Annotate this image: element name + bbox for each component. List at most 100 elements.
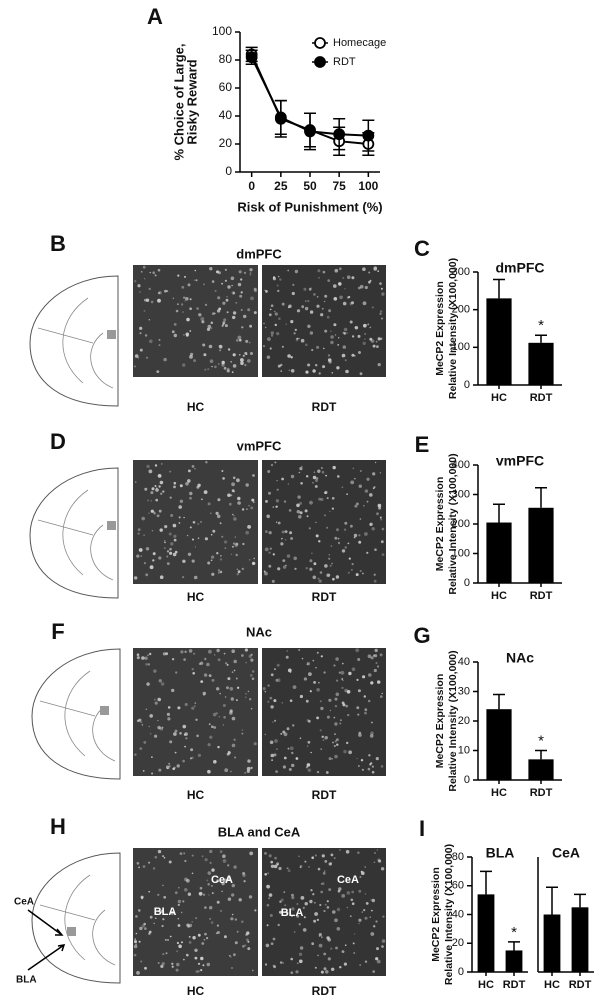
cell-speckle — [237, 501, 241, 505]
cell-speckle — [324, 564, 328, 568]
cell-speckle — [248, 341, 251, 344]
cell-speckle — [339, 295, 343, 300]
cell-speckle — [356, 678, 359, 682]
cell-speckle — [345, 704, 349, 708]
cell-speckle — [367, 323, 370, 326]
cell-speckle — [304, 306, 309, 311]
cell-speckle — [311, 856, 315, 859]
cell-speckle — [266, 924, 269, 927]
cell-speckle — [369, 763, 372, 766]
chart-title: NAc — [506, 650, 534, 666]
cell-speckle — [311, 552, 313, 554]
cell-speckle — [308, 672, 312, 676]
cell-speckle — [351, 276, 355, 280]
cell-speckle — [315, 477, 319, 480]
cell-speckle — [347, 542, 350, 545]
error-bar — [493, 278, 505, 299]
cell-speckle — [227, 493, 231, 497]
cell-speckle — [160, 682, 165, 686]
cell-speckle — [136, 554, 140, 558]
cell-speckle — [190, 748, 194, 752]
cell-speckle — [298, 649, 301, 651]
y-axis-label: Relative Intensity (X100,000) — [443, 844, 455, 985]
cell-speckle — [336, 907, 341, 912]
cell-speckle — [141, 724, 144, 726]
cell-speckle — [270, 331, 274, 335]
cell-speckle — [181, 941, 183, 944]
cell-speckle — [328, 888, 332, 892]
cell-speckle — [265, 500, 268, 503]
micrograph-label: RDT — [312, 788, 337, 802]
cell-speckle — [228, 502, 232, 506]
cell-speckle — [312, 659, 315, 662]
cell-speckle — [274, 668, 276, 670]
cell-speckle — [191, 465, 195, 468]
cell-speckle — [273, 310, 276, 313]
cell-speckle — [139, 326, 143, 330]
cell-speckle — [253, 311, 257, 315]
cell-speckle — [218, 307, 222, 311]
cell-speckle — [274, 312, 278, 316]
cell-speckle — [173, 732, 177, 736]
cell-speckle — [358, 733, 362, 737]
cell-speckle — [362, 341, 366, 345]
cell-speckle — [327, 358, 332, 362]
cell-speckle — [328, 698, 332, 702]
x-tick-label: 100 — [358, 179, 378, 193]
cell-speckle — [335, 657, 339, 661]
cell-speckle — [157, 893, 160, 896]
cell-speckle — [280, 370, 283, 372]
cell-speckle — [148, 890, 150, 893]
cell-speckle — [204, 368, 207, 371]
cell-speckle — [144, 656, 148, 660]
cell-speckle — [279, 278, 282, 281]
point — [304, 125, 316, 138]
cell-speckle — [275, 499, 280, 503]
cell-speckle — [288, 304, 292, 308]
cell-speckle — [224, 279, 227, 282]
cell-speckle — [224, 540, 228, 544]
cell-speckle — [171, 330, 175, 334]
cell-speckle — [307, 324, 311, 328]
legend-marker — [314, 37, 326, 49]
cell-speckle — [209, 735, 213, 739]
cell-speckle — [142, 265, 146, 269]
y-tick-label: 40 — [458, 656, 470, 668]
cell-speckle — [224, 547, 227, 550]
cell-speckle — [154, 464, 158, 467]
cell-speckle — [310, 751, 312, 754]
cell-speckle — [344, 521, 348, 525]
cell-speckle — [290, 957, 294, 961]
cell-speckle — [186, 317, 190, 322]
cell-speckle — [194, 956, 198, 960]
cell-speckle — [314, 966, 317, 969]
y-tick-label: 20 — [458, 715, 470, 727]
cell-speckle — [333, 744, 336, 748]
cell-speckle — [204, 537, 208, 541]
y-tick-label: 40 — [219, 108, 233, 122]
cell-speckle — [274, 323, 277, 327]
cell-speckle — [157, 719, 159, 722]
cell-speckle — [250, 707, 253, 710]
cell-speckle — [149, 915, 153, 919]
panel-letter: H — [50, 814, 66, 839]
cell-speckle — [355, 648, 360, 653]
cell-speckle — [318, 933, 322, 937]
cell-speckle — [312, 893, 315, 896]
cell-speckle — [184, 703, 188, 706]
cell-speckle — [323, 909, 326, 913]
cell-speckle — [301, 657, 304, 660]
cell-speckle — [176, 941, 179, 945]
cell-speckle — [320, 706, 324, 711]
cell-speckle — [209, 906, 213, 910]
cell-speckle — [299, 467, 303, 471]
cell-speckle — [244, 351, 248, 355]
cell-speckle — [276, 663, 280, 667]
cell-speckle — [343, 528, 347, 531]
cell-speckle — [272, 721, 274, 723]
error-bar — [508, 941, 520, 951]
cell-speckle — [301, 305, 305, 309]
cell-speckle — [318, 372, 321, 375]
cell-speckle — [163, 357, 167, 362]
cell-speckle — [179, 484, 183, 488]
